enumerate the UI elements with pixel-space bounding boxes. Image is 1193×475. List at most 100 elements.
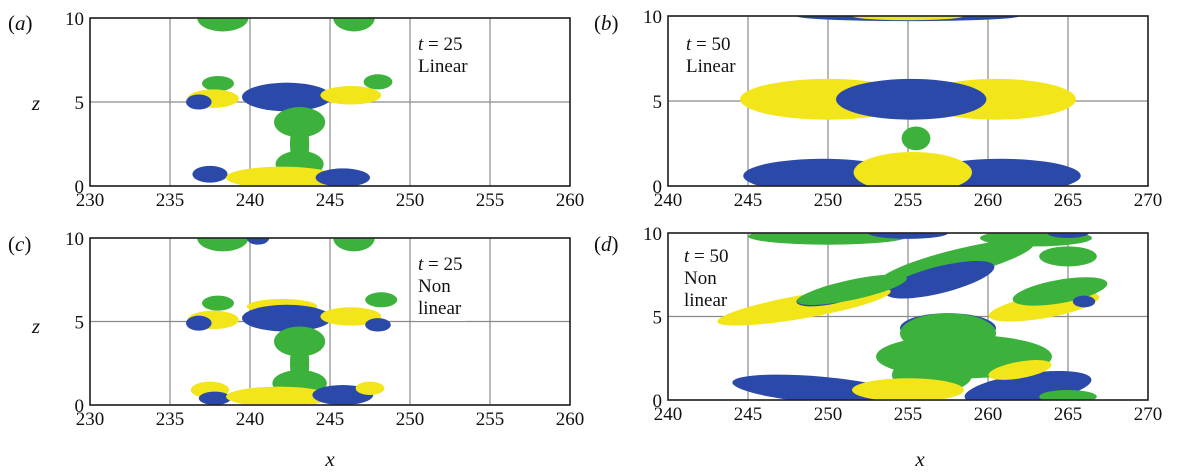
x-tick-label: 250 (396, 190, 425, 211)
contour-region-yellow (226, 386, 332, 405)
annotation-label: linear (684, 290, 728, 311)
plot-frame (89, 17, 571, 187)
contour-region-green (290, 117, 310, 171)
annotation-time: t = 25 (418, 34, 463, 55)
x-tick-label: 230 (76, 190, 105, 211)
contour-region-blue (365, 318, 391, 332)
x-tick-label: 260 (974, 190, 1003, 211)
y-tick-label: 5 (75, 313, 85, 334)
contour-region-blue (246, 238, 270, 245)
contour-region-green (197, 18, 249, 32)
x-axis-label-left: x (324, 447, 335, 471)
x-tick-label: 260 (556, 190, 585, 211)
contour-region-blue (186, 94, 212, 110)
contour-region-green (333, 238, 375, 252)
contour-region-blue (241, 82, 332, 112)
annotation-time: t = 50 (684, 246, 729, 267)
plot-frame (89, 237, 571, 406)
contour-region-blue (198, 391, 231, 405)
y-tick-label: 0 (653, 391, 663, 412)
y-tick-label: 0 (75, 396, 85, 417)
contour-region-blue (1047, 233, 1089, 239)
x-tick-label: 255 (894, 190, 923, 211)
x-tick-label: 245 (734, 190, 763, 211)
contour-region-green (748, 233, 908, 245)
y-tick-label: 10 (643, 224, 662, 245)
x-tick-label: 260 (556, 409, 585, 430)
x-tick-label: 250 (396, 409, 425, 430)
contour-regions (717, 233, 1108, 400)
panel-label: (a) (8, 11, 33, 35)
contour-region-green (202, 295, 234, 311)
y-axis-label-a: z (31, 91, 40, 115)
x-tick-label: 245 (316, 409, 345, 430)
contour-region-yellow (355, 381, 385, 395)
contour-region-yellow (988, 360, 1052, 380)
contour-region-blue (1072, 295, 1096, 308)
x-tick-label: 235 (156, 409, 185, 430)
panel-label: (d) (594, 232, 619, 256)
contour-region-yellow (852, 378, 964, 400)
contour-region-green (290, 336, 310, 390)
y-tick-label: 10 (65, 9, 84, 30)
contour-region-green (1039, 246, 1097, 267)
contour-region-yellow (226, 166, 338, 186)
x-tick-label: 240 (236, 409, 265, 430)
contour-region-blue (868, 233, 948, 239)
contour-region-green (1039, 389, 1097, 400)
x-tick-label: 230 (76, 409, 105, 430)
annotation-label: linear (418, 298, 462, 319)
x-tick-label: 255 (476, 190, 505, 211)
contour-region-blue (192, 165, 228, 183)
plot-frame (667, 15, 1149, 187)
annotation-time: t = 50 (686, 34, 731, 55)
y-tick-label: 5 (653, 308, 663, 329)
x-tick-label: 270 (1134, 404, 1163, 425)
annotation-time: t = 25 (418, 254, 463, 275)
y-tick-label: 0 (75, 177, 85, 198)
annotation-label: Non (418, 276, 451, 297)
x-tick-label: 255 (894, 404, 923, 425)
contour-region-blue (241, 304, 332, 332)
x-tick-label: 235 (156, 190, 185, 211)
contour-regions (740, 16, 1081, 186)
panel-d: 240 245 250 255 260 265 270 0 5 10 (d) t = 50Nonlin… (594, 224, 1162, 425)
contour-region-green (202, 75, 234, 92)
contour-region-green (363, 74, 393, 90)
contour-region-yellow (320, 307, 382, 326)
x-tick-label: 265 (1054, 190, 1083, 211)
plot-frame (667, 232, 1149, 401)
y-tick-label: 5 (653, 92, 663, 113)
y-tick-label: 5 (75, 93, 85, 114)
x-tick-label: 260 (974, 404, 1003, 425)
contour-regions (186, 18, 393, 186)
x-tick-label: 240 (654, 190, 683, 211)
contour-region-blue (732, 374, 908, 400)
x-tick-label: 240 (654, 404, 683, 425)
panel-c: 230 235 240 245 250 255 260 0 5 10 (c) t = 25Nonlin… (8, 229, 585, 430)
contour-region-blue (315, 168, 370, 186)
contour-region-yellow (320, 86, 382, 105)
contour-region-yellow (852, 16, 964, 21)
contour-regions (186, 238, 398, 405)
x-tick-label: 265 (1054, 404, 1083, 425)
annotation-label: Linear (686, 56, 736, 77)
y-tick-label: 0 (653, 177, 663, 198)
x-tick-label: 250 (814, 190, 843, 211)
x-tick-label: 245 (316, 190, 345, 211)
annotation-label: Non (684, 268, 717, 289)
contour-region-green (901, 126, 931, 151)
contour-region-green (1012, 277, 1108, 306)
contour-region-blue (186, 315, 212, 331)
x-tick-label: 240 (236, 190, 265, 211)
x-tick-label: 270 (1134, 190, 1163, 211)
x-axis-label-right: x (914, 447, 925, 471)
contour-region-green (197, 238, 249, 252)
